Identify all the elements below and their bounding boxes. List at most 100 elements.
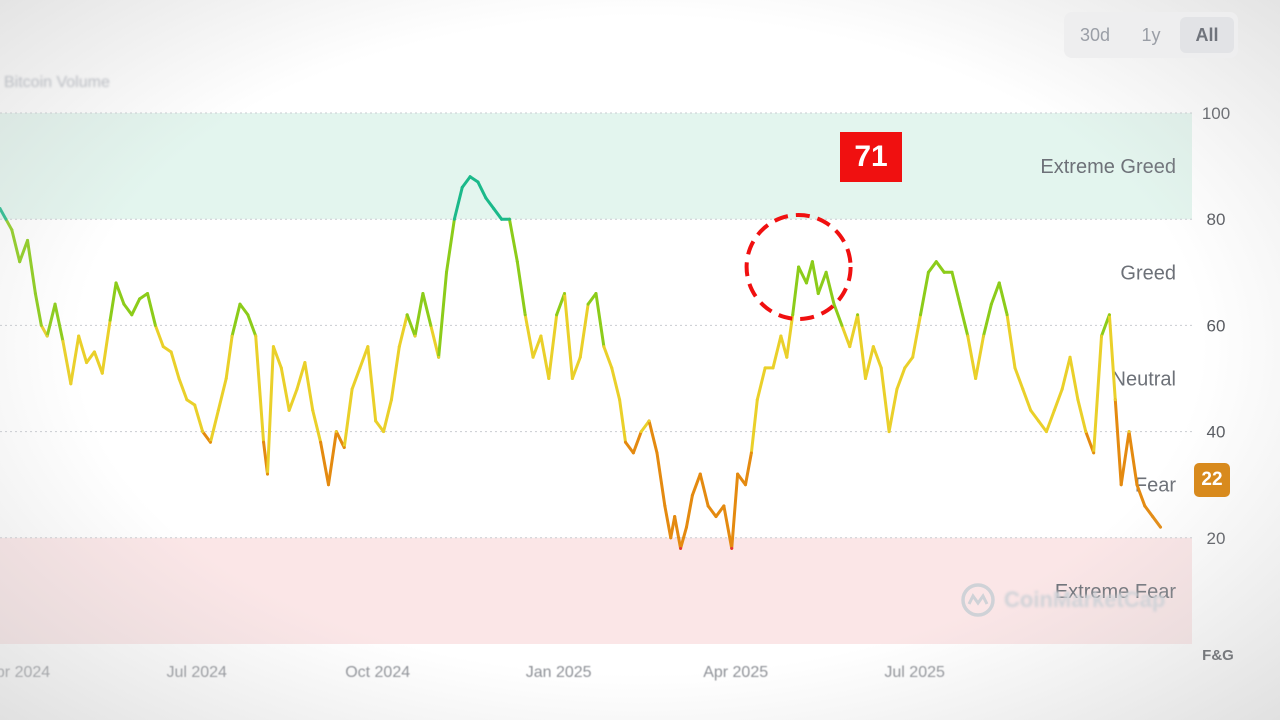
series-segment	[926, 260, 938, 274]
data-point	[730, 547, 734, 550]
data-point	[663, 504, 667, 508]
data-point	[279, 366, 283, 370]
series-segment	[193, 403, 205, 434]
y-axis-label: F&G	[1202, 647, 1234, 664]
series-segment	[85, 350, 96, 365]
data-point	[997, 281, 1001, 285]
series-segment	[531, 334, 543, 359]
data-point	[26, 239, 29, 242]
data-point	[85, 361, 88, 364]
series-segment	[18, 238, 30, 264]
zone-label: Greed	[1120, 262, 1176, 284]
series-segment	[1068, 355, 1080, 402]
series-segment	[871, 345, 883, 370]
series-segment	[114, 281, 126, 306]
series-segment	[405, 313, 417, 338]
series-segment	[279, 366, 291, 412]
data-point	[515, 260, 519, 264]
data-point	[797, 265, 801, 269]
series-segment	[523, 313, 535, 359]
x-tick-label: Jul 2025	[884, 664, 945, 681]
data-point	[1084, 430, 1088, 433]
data-point	[122, 302, 126, 306]
data-point	[272, 345, 275, 349]
zone-label: Neutral	[1112, 369, 1176, 391]
data-point	[452, 217, 456, 221]
data-point	[303, 361, 307, 364]
y-tick-label: 100	[1202, 104, 1230, 123]
series-segment	[201, 430, 212, 444]
data-point	[755, 398, 759, 402]
data-point	[974, 377, 978, 380]
series-segment	[169, 350, 181, 380]
data-point	[685, 525, 688, 529]
series-segment	[997, 281, 1009, 317]
series-segment	[539, 334, 551, 380]
series-segment	[238, 302, 250, 317]
series-segment	[563, 292, 574, 380]
x-tick-label: Jul 2024	[166, 664, 227, 681]
data-point	[508, 217, 511, 221]
data-point	[77, 334, 81, 338]
series-segment	[429, 323, 441, 359]
data-point	[848, 345, 852, 349]
data-point	[749, 451, 753, 455]
series-segment	[413, 292, 425, 338]
data-point	[624, 440, 627, 444]
data-point	[911, 355, 915, 359]
series-segment	[631, 430, 643, 455]
data-point	[1045, 430, 1048, 433]
series-segment	[848, 313, 860, 349]
series-segment	[706, 504, 718, 519]
data-point	[1100, 334, 1103, 338]
range-button-all[interactable]: All	[1180, 17, 1234, 53]
coinmarketcap-logo-icon	[961, 583, 995, 617]
series-segment	[624, 440, 635, 455]
series-segment	[824, 270, 836, 306]
series-segment	[389, 345, 401, 402]
data-point	[390, 398, 393, 402]
series-segment	[594, 292, 606, 349]
data-point	[578, 355, 582, 359]
data-point	[1135, 483, 1139, 487]
x-tick-label: Apr 2025	[703, 664, 768, 681]
x-tick-label: Apr 2024	[0, 664, 50, 681]
series-segment	[755, 366, 767, 402]
series-segment	[246, 313, 258, 338]
data-point	[673, 515, 677, 518]
data-point	[61, 339, 65, 343]
series-segment	[4, 217, 14, 232]
series-segment	[647, 419, 659, 455]
data-point	[647, 419, 651, 423]
data-point	[177, 377, 181, 380]
data-point	[1159, 525, 1162, 529]
data-point	[927, 270, 930, 274]
series-segment	[690, 472, 702, 497]
data-point	[989, 302, 993, 306]
data-point	[201, 430, 205, 433]
data-point	[942, 270, 946, 274]
data-point	[18, 260, 22, 264]
data-point	[93, 350, 96, 354]
data-point	[34, 292, 37, 295]
series-segment	[832, 302, 844, 327]
data-point	[816, 292, 820, 295]
range-button-30d[interactable]: 30d	[1079, 25, 1111, 45]
data-point	[216, 408, 220, 412]
series-segment	[146, 292, 157, 327]
data-point	[69, 382, 73, 386]
range-button-1y[interactable]: 1y	[1141, 25, 1161, 45]
series-segment	[903, 355, 915, 370]
data-point	[10, 228, 14, 232]
series-segment	[919, 270, 930, 317]
data-point	[4, 217, 8, 221]
data-point	[810, 260, 814, 264]
series-segment	[966, 334, 978, 380]
data-point	[864, 377, 867, 380]
data-point	[887, 430, 891, 433]
data-point	[779, 334, 783, 338]
series-segment	[602, 345, 614, 370]
series-segment	[1143, 504, 1155, 519]
data-point	[895, 387, 899, 391]
series-segment	[974, 334, 985, 380]
